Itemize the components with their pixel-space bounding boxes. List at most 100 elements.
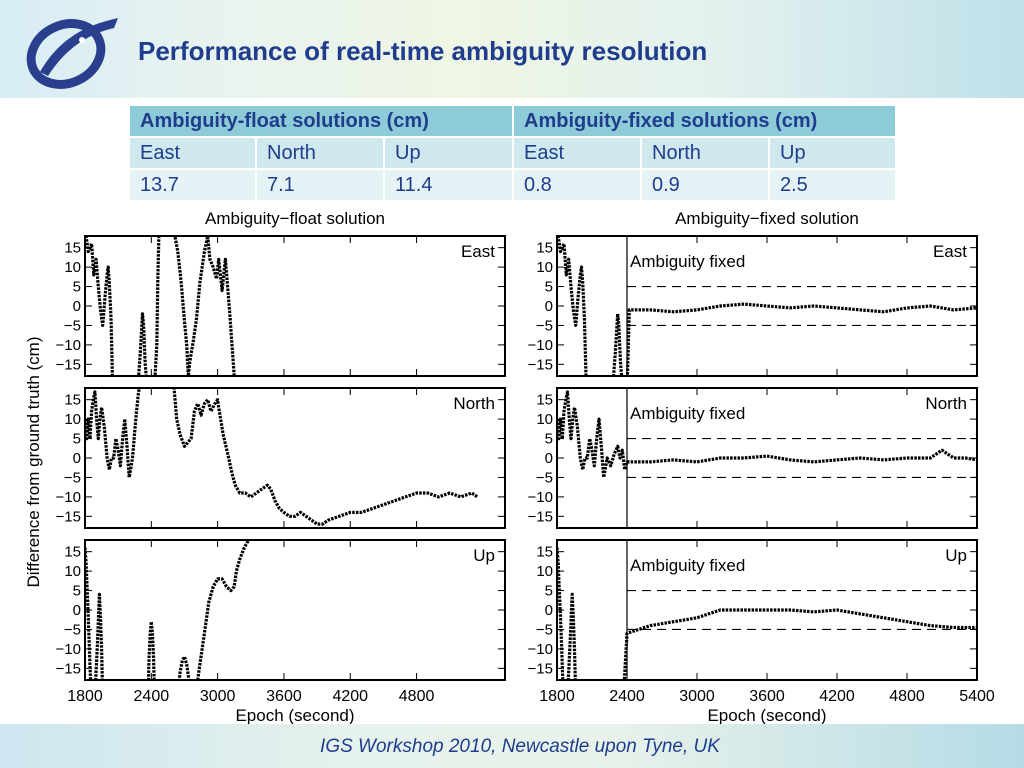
y-tick-label: −5 (536, 469, 553, 486)
x-tick-label: 4800 (399, 688, 435, 705)
x-tick-label: 2400 (609, 688, 645, 705)
component-label: East (933, 242, 967, 261)
y-tick-label: −10 (528, 641, 553, 658)
y-tick-label: −5 (64, 469, 81, 486)
table-subheader-row: East North Up East North Up (128, 136, 897, 170)
y-tick-label: 10 (64, 563, 81, 580)
y-tick-label: −10 (528, 489, 553, 506)
y-tick-label: 0 (73, 298, 81, 315)
table-cell: 7.1 (255, 168, 385, 202)
y-tick-label: −15 (56, 660, 81, 677)
fixed-group-header: Ambiguity-fixed solutions (cm) (512, 104, 897, 138)
ambiguity-fixed-label: Ambiguity fixed (630, 252, 745, 271)
float-group-header: Ambiguity-float solutions (cm) (128, 104, 514, 138)
x-tick-label: 5400 (959, 688, 995, 705)
y-tick-label: 10 (64, 259, 81, 276)
series-line (85, 540, 251, 680)
y-tick-label: 15 (64, 392, 81, 409)
organization-logo (26, 18, 118, 89)
y-tick-label: 0 (545, 602, 553, 619)
plot-frame (84, 387, 506, 529)
y-tick-label: −10 (528, 337, 553, 354)
y-tick-label: 5 (73, 279, 81, 296)
page-title: Performance of real-time ambiguity resol… (138, 36, 708, 66)
x-tick-label: 3000 (200, 688, 236, 705)
series-line (85, 236, 236, 376)
y-tick-label: 15 (536, 544, 553, 561)
y-tick-label: −5 (536, 317, 553, 334)
x-tick-label: 4200 (332, 688, 368, 705)
y-tick-label: 15 (536, 392, 553, 409)
panel-up: 15 10 5 0 −5 −10 −15 Ambiguity fixed Up (528, 539, 978, 681)
y-tick-label: −15 (56, 508, 81, 525)
table-cell: 11.4 (383, 168, 514, 202)
x-tick-label: 4200 (819, 688, 855, 705)
column-header: East (128, 136, 257, 170)
y-tick-label: 15 (536, 240, 553, 257)
table-cell: 13.7 (128, 168, 257, 202)
table-cell: 0.9 (640, 168, 770, 202)
column-header: North (640, 136, 770, 170)
y-tick-label: 5 (545, 431, 553, 448)
x-tick-label: 1800 (539, 688, 575, 705)
series-line (557, 236, 977, 376)
y-tick-label: 15 (64, 544, 81, 561)
y-tick-label: −15 (528, 508, 553, 525)
column-header: North (255, 136, 385, 170)
panel-north: 15 10 5 0 −5 −10 −15 Ambiguity fixed North (528, 387, 978, 529)
column-header: Up (768, 136, 897, 170)
y-tick-label: 0 (73, 602, 81, 619)
y-tick-label: −10 (56, 337, 81, 354)
y-tick-label: 5 (73, 431, 81, 448)
component-label: Up (945, 546, 967, 565)
slide-header (0, 0, 1024, 98)
x-axis-label: Epoch (second) (235, 706, 354, 724)
results-table: Ambiguity-float solutions (cm) Ambiguity… (128, 104, 897, 202)
footer-text: IGS Workshop 2010, Newcastle upon Tyne, … (320, 736, 720, 757)
column-header: Up (383, 136, 514, 170)
y-tick-label: 15 (64, 240, 81, 257)
y-tick-label: 5 (545, 279, 553, 296)
series-line (85, 388, 479, 526)
y-tick-label: −15 (528, 356, 553, 373)
component-label: North (453, 394, 495, 413)
y-tick-label: −15 (528, 660, 553, 677)
x-tick-label: 3600 (749, 688, 785, 705)
panel-east: 15 10 5 0 −5 −10 −15 Ambiguity fixed East (528, 235, 978, 377)
panel-north: 15 10 5 0 −5 −10 −15 North (56, 387, 506, 529)
component-label: East (461, 242, 495, 261)
y-tick-label: 10 (536, 411, 553, 428)
x-tick-label: 1800 (67, 688, 103, 705)
plot-frame (84, 539, 506, 681)
y-tick-label: −15 (56, 356, 81, 373)
column-title: Ambiguity−fixed solution (675, 209, 859, 228)
y-tick-label: −5 (536, 621, 553, 638)
table-header-row: Ambiguity-float solutions (cm) Ambiguity… (128, 104, 897, 138)
table-row: 13.7 7.1 11.4 0.8 0.9 2.5 (128, 168, 897, 202)
y-tick-label: −5 (64, 317, 81, 334)
component-label: Up (473, 546, 495, 565)
x-tick-label: 4800 (889, 688, 925, 705)
ambiguity-fixed-label: Ambiguity fixed (630, 556, 745, 575)
plot-frame (84, 235, 506, 377)
panel-up: 15 10 5 0 −5 −10 −15 Up (56, 539, 506, 681)
x-tick-label: 2400 (134, 688, 170, 705)
table-cell: 2.5 (768, 168, 897, 202)
component-label: North (925, 394, 967, 413)
y-tick-label: −10 (56, 489, 81, 506)
y-tick-label: 5 (73, 583, 81, 600)
column-title: Ambiguity−float solution (205, 209, 385, 228)
y-tick-label: 0 (545, 298, 553, 315)
table-cell: 0.8 (512, 168, 642, 202)
y-tick-label: −5 (64, 621, 81, 638)
panel-east: 15 10 5 0 −5 −10 −15 East (56, 235, 506, 377)
y-tick-label: 10 (536, 259, 553, 276)
x-tick-label: 3000 (679, 688, 715, 705)
ambiguity-fixed-label: Ambiguity fixed (630, 404, 745, 423)
y-tick-label: 5 (545, 583, 553, 600)
residual-figure: Difference from ground truth (cm) Ambigu… (24, 209, 995, 724)
y-tick-label: 10 (64, 411, 81, 428)
y-tick-label: −10 (56, 641, 81, 658)
x-tick-label: 3600 (266, 688, 302, 705)
y-tick-label: 10 (536, 563, 553, 580)
